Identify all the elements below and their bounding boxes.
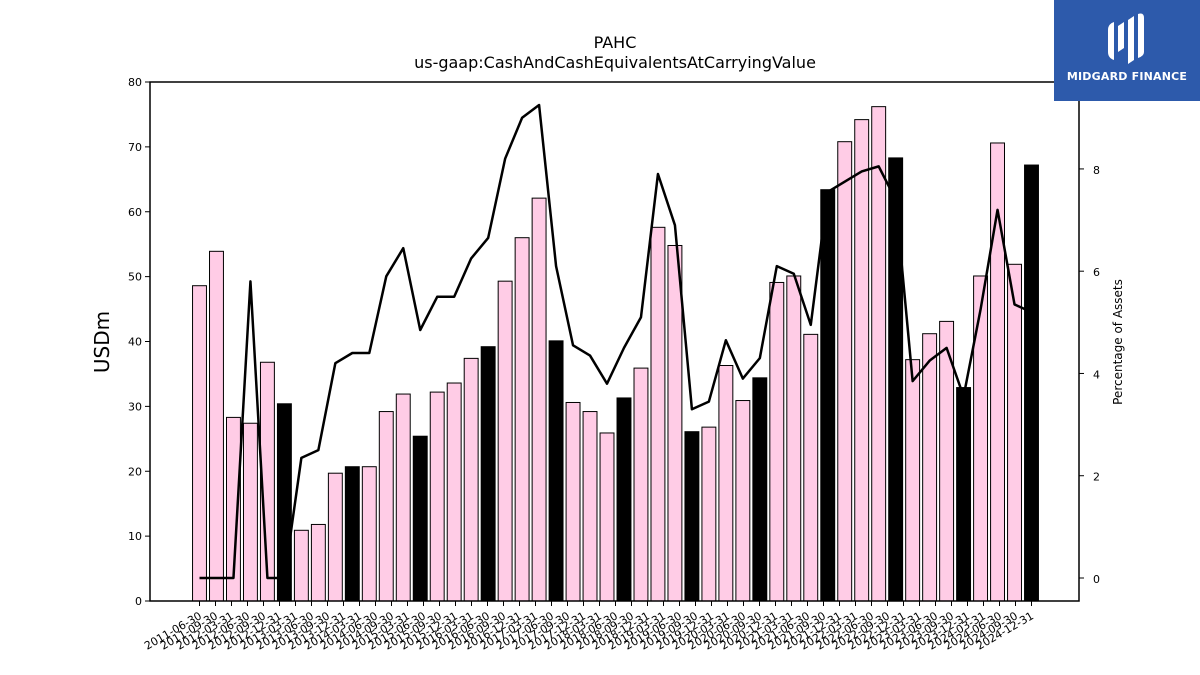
line-series [199,103,1033,580]
bar [429,391,445,602]
bar [718,365,734,602]
bar [378,411,394,602]
bar [192,285,207,602]
bar [480,346,496,602]
bar [293,529,309,602]
bar [361,466,377,602]
y-tick-label: 50 [128,271,142,284]
bar [871,106,887,602]
bar [888,157,904,602]
bar [1007,263,1022,602]
bar [905,359,921,602]
bar [803,333,819,602]
bar [327,472,343,602]
bar [412,435,428,602]
bar [548,340,564,602]
chart-subtitle: us-gaap:CashAndCashEquivalentsAtCarrying… [414,53,816,72]
y-tick-label: 0 [135,595,142,608]
bar-series [192,106,1039,602]
brand-logo: MIDGARD FINANCE [1054,0,1200,101]
chart-title: PAHC [594,33,637,52]
bar [565,401,581,602]
bar [837,141,853,602]
bar [820,189,836,602]
bar [684,431,700,602]
bar [242,422,258,602]
y2-tick-label: 6 [1093,266,1100,279]
bar [633,367,649,602]
bar [497,280,513,602]
brand-name: MIDGARD FINANCE [1066,70,1188,83]
y-axis-left: 0 10 20 30 40 50 60 70 80 [128,76,150,608]
line-path [199,103,1033,580]
bar [446,382,462,602]
y2-tick-label: 2 [1093,471,1100,484]
bar [735,400,751,602]
y-axis-label: USDm [90,311,114,373]
bar [1024,164,1039,602]
bar [531,197,547,602]
bar [616,397,632,602]
y-tick-label: 60 [128,206,142,219]
y-tick-label: 80 [128,76,142,89]
y-tick-label: 70 [128,141,142,154]
bar [209,250,224,602]
y-tick-label: 20 [128,465,142,478]
bar [752,377,768,602]
x-axis: 2011-06-302011-09-302012-03-312012-06-30… [142,601,1036,653]
bar [310,523,326,602]
bar [582,411,598,602]
bar [514,237,530,602]
y-tick-label: 30 [128,400,142,413]
bar [973,275,989,602]
bar [922,333,938,602]
midgard-logo-icon [1108,13,1144,64]
y-tick-label: 10 [128,530,142,543]
y2-tick-label: 0 [1093,573,1100,586]
bar [956,387,972,602]
bar [701,426,717,602]
bar [667,244,683,602]
bar [599,432,615,602]
bar [650,226,666,602]
bar [395,393,411,602]
y2-tick-label: 4 [1093,368,1100,381]
bar [769,281,785,602]
y2-tick-label: 8 [1093,164,1100,177]
bar [344,466,360,602]
bar [463,357,479,602]
bar [786,275,802,602]
y-axis-right: 0 2 4 6 8 [1079,164,1100,586]
y2-axis-label: Percentage of Assets [1111,279,1125,405]
bar [854,119,870,602]
y-tick-label: 40 [128,336,142,349]
